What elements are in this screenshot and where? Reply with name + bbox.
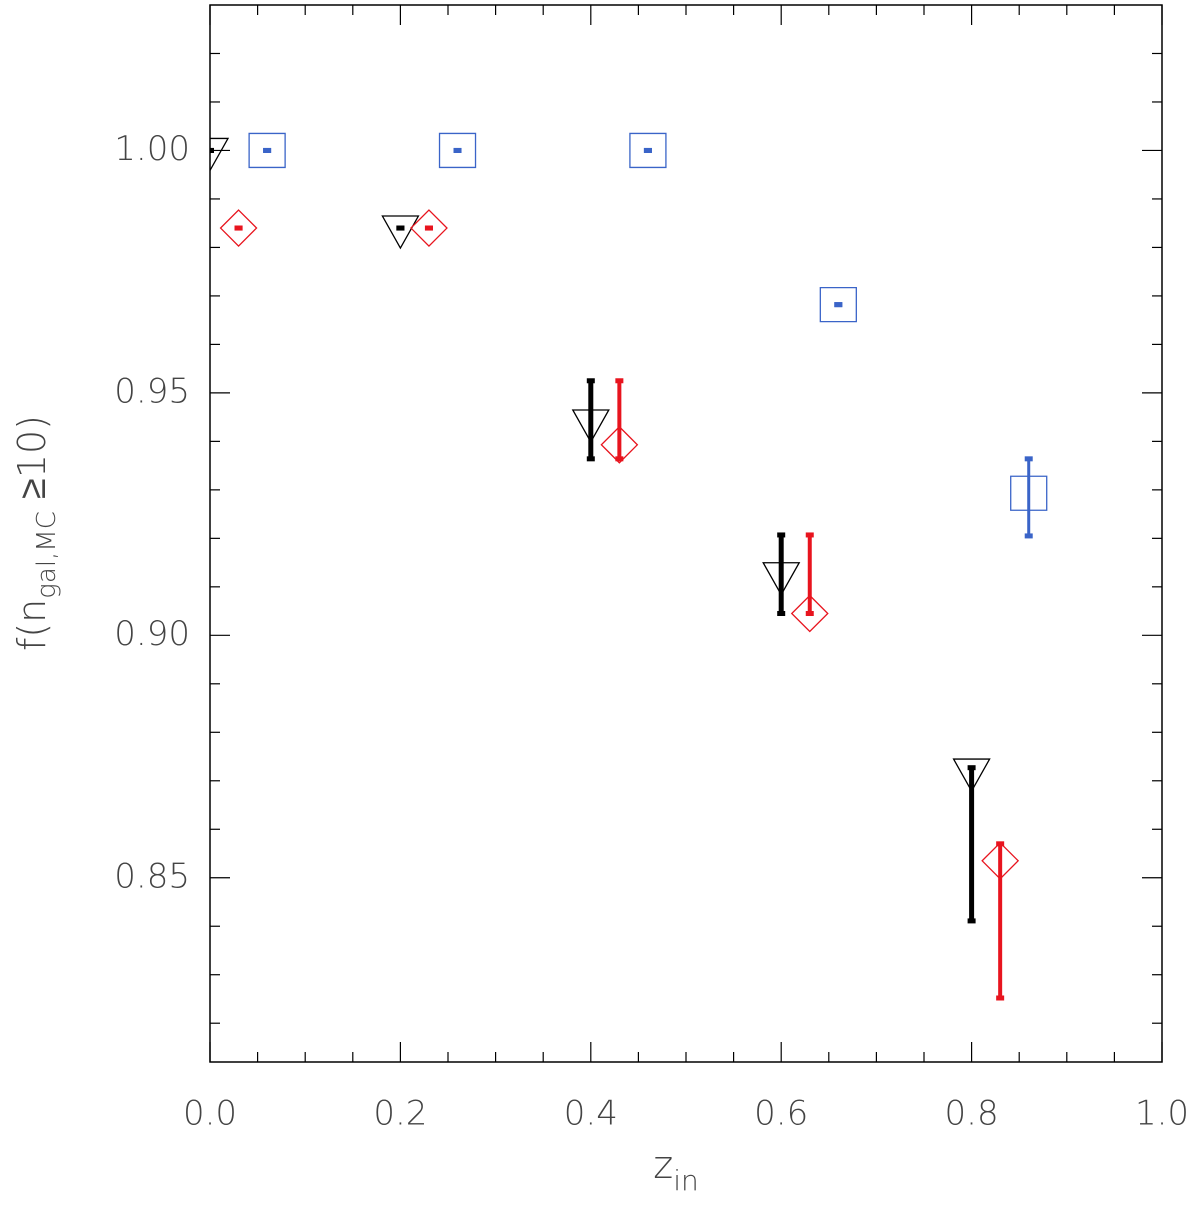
x-tick-label: 0.2: [373, 1094, 427, 1134]
marker: [410, 209, 448, 247]
error-bar: [967, 765, 976, 924]
y-tick-label: 0.90: [114, 614, 190, 654]
error-bar-stem: [617, 380, 622, 459]
y-axis-title: f(ngal,MC ≥10): [10, 415, 62, 651]
marker: [438, 132, 477, 169]
error-bar: [777, 532, 786, 617]
error-bar: [396, 225, 405, 231]
error-bar-stem: [588, 380, 594, 459]
error-bar: [1024, 456, 1033, 539]
x-title-main: z: [653, 1143, 673, 1187]
error-bar: [234, 225, 243, 231]
y-title-rest: ≥10): [10, 415, 54, 511]
marker: [210, 137, 230, 172]
error-bar-stem: [807, 534, 812, 614]
marker: [219, 209, 258, 247]
error-cap-top: [1024, 456, 1033, 462]
marker: [248, 132, 286, 169]
marker: [629, 132, 667, 169]
error-cap-top: [967, 765, 976, 771]
error-cap-bottom: [643, 147, 652, 153]
error-bar: [263, 147, 272, 153]
error-cap-bottom: [967, 918, 976, 924]
error-bar-stem: [998, 843, 1003, 998]
x-axis-title: zin: [653, 1143, 698, 1197]
error-bar: [586, 378, 595, 462]
marker: [600, 425, 639, 464]
error-bar-stem: [778, 534, 784, 614]
error-cap-top: [777, 532, 786, 538]
marker: [381, 215, 420, 250]
error-bar-stem: [1027, 458, 1031, 536]
error-cap-bottom: [615, 456, 624, 462]
error-cap-top: [805, 532, 814, 538]
error-cap-bottom: [586, 456, 595, 462]
error-cap-bottom: [396, 225, 405, 231]
error-bar-stem: [969, 767, 975, 921]
y-tick-label: 0.95: [114, 371, 190, 411]
error-cap-bottom: [234, 225, 243, 231]
error-bar: [643, 147, 652, 153]
error-bar: [424, 225, 433, 231]
error-bar: [996, 841, 1005, 1001]
x-tick-label: 0.6: [754, 1094, 808, 1134]
x-tick-label: 0.4: [564, 1094, 618, 1134]
error-cap-top: [586, 378, 595, 384]
error-cap-bottom: [777, 611, 786, 617]
x-tick-label: 1.0: [1135, 1094, 1189, 1134]
error-cap-bottom: [263, 147, 272, 153]
marker: [819, 286, 857, 323]
error-cap-top: [615, 378, 624, 384]
error-cap-bottom: [834, 302, 843, 308]
error-bar: [805, 532, 814, 617]
marker: [1010, 475, 1048, 511]
error-cap-bottom: [453, 147, 462, 153]
error-cap-bottom: [996, 995, 1005, 1001]
error-cap-bottom: [424, 225, 433, 231]
error-cap-top: [996, 841, 1005, 847]
y-tick-label: 0.85: [114, 856, 190, 896]
y-title-main: f(n: [10, 599, 54, 651]
error-cap-bottom: [805, 611, 814, 617]
error-bar: [834, 302, 843, 308]
y-title-sub: gal,MC: [32, 511, 62, 599]
error-bar: [453, 147, 462, 153]
y-tick-label: 1.00: [114, 129, 190, 169]
marker: [790, 594, 829, 633]
plot-frame: [209, 4, 1163, 1063]
error-bar: [615, 378, 624, 462]
x-tick-label: 0.0: [183, 1094, 237, 1134]
marker: [952, 758, 991, 793]
plot-marks: [210, 132, 1048, 1001]
error-cap-bottom: [1024, 533, 1033, 539]
x-tick-label: 0.8: [945, 1094, 999, 1134]
x-title-sub: in: [673, 1164, 699, 1197]
